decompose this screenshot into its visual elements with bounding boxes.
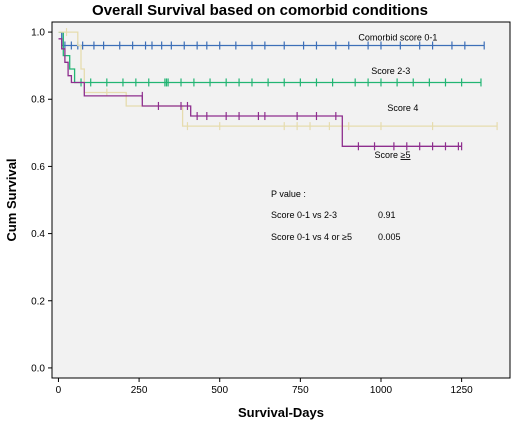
pvalue-row-label: Score 0-1 vs 2-3: [271, 210, 337, 220]
plot-area: [51, 21, 511, 379]
x-tick-label: 1000: [370, 385, 393, 396]
y-tick-label: 0.4: [31, 229, 45, 240]
x-axis-ticks: 0 250 500 750 1000 1250: [56, 378, 473, 396]
pvalue-annotation: P value : Score 0-1 vs 2-3 0.91 Score 0-…: [271, 189, 401, 242]
y-tick-label: 0.8: [31, 95, 45, 106]
pvalue-row-label: Score 0-1 vs 4 or ≥5: [271, 232, 352, 242]
y-tick-label: 0.0: [31, 363, 45, 374]
pvalue-header: P value :: [271, 189, 306, 199]
curve-labels: Comorbid score 0-1 Score 2-3 Score 4 Score …: [358, 32, 437, 160]
series-group: [58, 31, 482, 87]
x-tick-label: 250: [131, 385, 148, 396]
pvalue-row-value: 0.005: [378, 232, 401, 242]
y-tick-label: 0.6: [31, 162, 45, 173]
y-axis-ticks: 0.0 0.2 0.4 0.6 0.8 1.0: [31, 28, 52, 374]
survival-curves: [58, 28, 498, 151]
curve-label-underlined: ≥5: [401, 150, 411, 160]
y-tick-label: 0.2: [31, 296, 45, 307]
y-tick-label: 1.0: [31, 28, 45, 39]
curve-label: Comorbid score 0-1: [358, 32, 437, 42]
y-axis-title: Cum Survival: [4, 158, 19, 241]
curve-label: Score 2-3: [371, 66, 410, 76]
series-group: [58, 38, 463, 151]
pvalue-row-value: 0.91: [378, 210, 396, 220]
x-tick-label: 1250: [450, 385, 473, 396]
series-line: [58, 31, 481, 84]
x-axis-title: Survival-Days: [238, 405, 324, 420]
curve-label: Score ≥5: [375, 150, 411, 160]
x-tick-label: 750: [292, 385, 309, 396]
x-tick-label: 0: [56, 385, 62, 396]
curve-label: Score 4: [387, 103, 418, 113]
x-tick-label: 500: [211, 385, 228, 396]
chart-title: Overall Survival based on comorbid condi…: [92, 2, 428, 19]
